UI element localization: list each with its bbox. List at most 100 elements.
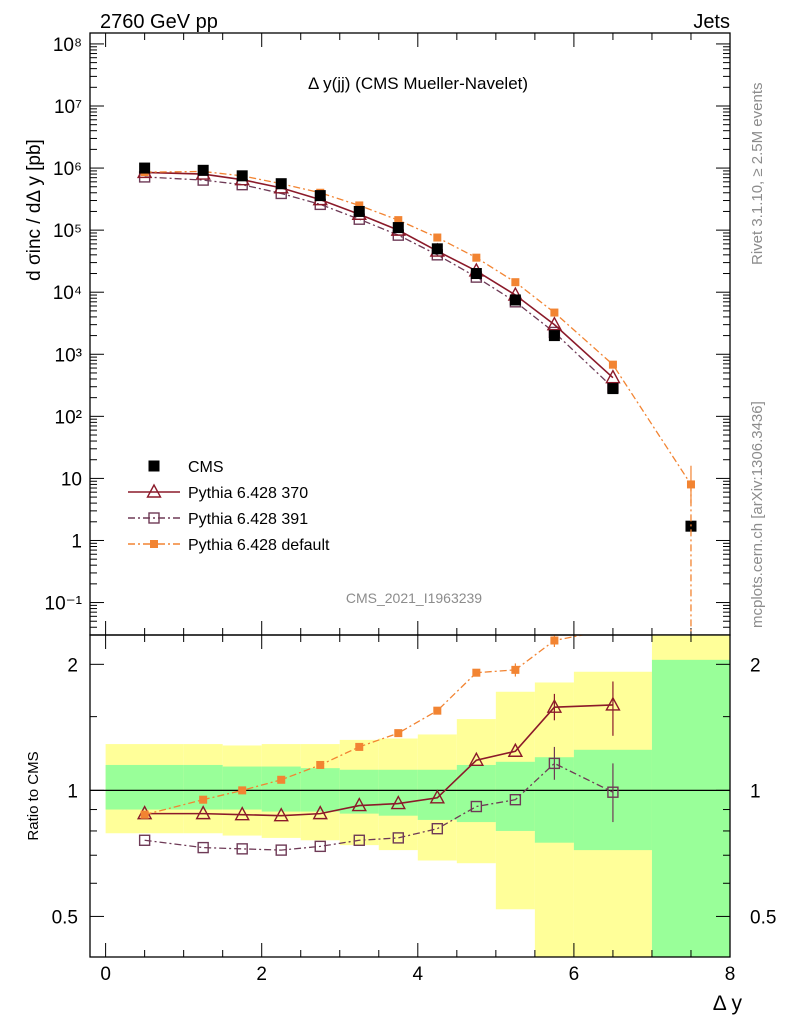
data-point — [394, 729, 403, 738]
data-point — [548, 330, 560, 342]
main-plot-ticks: 10⁻¹ 1 10 10² 10³ 10⁴ 10⁵ 10⁶ 10⁷ 10⁸ — [45, 33, 731, 636]
main-plot-frame — [89, 32, 731, 636]
ratio-plot-series — [136, 635, 621, 856]
y-tick-label: 1 — [71, 531, 82, 552]
data-point — [509, 794, 522, 806]
legend-entry: Pythia 6.428 370 — [128, 483, 308, 502]
data-point — [470, 800, 483, 813]
ratio-line — [144, 762, 614, 851]
legend-label: Pythia 6.428 391 — [188, 511, 308, 528]
legend: CMS Pythia 6.428 370 Pythia 6.428 391 Pythi… — [128, 459, 330, 554]
series-line — [144, 176, 614, 389]
data-point — [472, 253, 481, 262]
ratio-plot-panel: 0.5 0.5 1 1 2 2 0 2 4 6 8 Ratio to CMS Δ y — [25, 634, 776, 1015]
data-point — [148, 512, 160, 524]
ratio-tick-label: 2 — [67, 655, 78, 676]
x-tick-label: 6 — [569, 964, 580, 985]
data-point — [392, 222, 404, 234]
data-point — [607, 383, 619, 395]
series-line — [144, 171, 614, 379]
data-point — [608, 360, 617, 369]
data-point — [470, 268, 482, 280]
data-point — [468, 751, 485, 766]
ratio-tick-label: 1 — [750, 781, 761, 802]
data-point — [355, 742, 364, 751]
ratio-plot-frame — [89, 634, 731, 958]
data-point — [197, 164, 209, 176]
series-line — [144, 170, 692, 485]
data-point — [236, 843, 248, 855]
data-point — [148, 460, 160, 472]
data-point — [394, 216, 403, 225]
data-point — [199, 795, 208, 804]
ratio-tick-label: 1 — [67, 781, 78, 802]
y-tick-label: 10⁶ — [53, 159, 82, 180]
data-point — [195, 805, 211, 820]
data-point — [236, 170, 248, 182]
x-axis-label: Δ y — [713, 992, 743, 1015]
data-point — [138, 834, 151, 846]
inner-band — [261, 766, 301, 812]
data-point — [234, 806, 250, 821]
y-tick-label: 10⁸ — [53, 35, 82, 56]
data-point — [605, 369, 621, 384]
data-point — [353, 834, 365, 846]
series-pythia-6-428-391 — [138, 171, 619, 394]
data-point — [273, 807, 289, 822]
legend-entry: CMS — [148, 459, 224, 476]
plot-title: Δ y(jj) (CMS Mueller-Navelet) — [308, 74, 528, 93]
x-tick-label: 2 — [256, 964, 267, 985]
data-point — [509, 294, 521, 306]
data-point — [431, 822, 444, 835]
legend-entry: Pythia 6.428 391 — [128, 511, 308, 528]
y-tick-label: 10⁷ — [54, 97, 82, 118]
data-point — [275, 178, 287, 190]
data-point — [351, 797, 367, 812]
data-point — [314, 840, 326, 853]
data-point — [353, 205, 365, 217]
legend-label: CMS — [188, 459, 224, 476]
ratio-line — [144, 704, 613, 817]
x-tick-label: 0 — [100, 964, 111, 985]
y-tick-label: 10³ — [55, 345, 82, 366]
data-point — [140, 810, 149, 819]
data-point — [433, 233, 442, 242]
data-point — [150, 540, 158, 548]
data-point — [511, 278, 520, 287]
ratio-plot-ticks: 0.5 0.5 1 1 2 2 0 2 4 6 8 — [52, 635, 776, 985]
data-point — [139, 162, 151, 174]
y-tick-label: 10⁻¹ — [45, 594, 83, 615]
data-point — [433, 706, 442, 715]
data-point — [429, 789, 445, 804]
mcplots-label: mcplots.cern.ch [arXiv:1306.3436] — [749, 401, 766, 628]
data-point — [316, 760, 325, 769]
data-point — [275, 844, 287, 856]
ratio-tick-label: 0.5 — [52, 907, 78, 928]
x-tick-label: 4 — [413, 964, 424, 985]
inner-band — [495, 761, 535, 831]
legend-label: Pythia 6.428 default — [188, 537, 330, 554]
series-pythia-6-428-default — [140, 167, 695, 489]
header-left: 2760 GeV pp — [100, 11, 218, 33]
data-point — [197, 841, 209, 854]
x-tick-label: 8 — [725, 964, 736, 985]
y-tick-label: 10⁴ — [53, 283, 82, 304]
y-tick-label: 10⁵ — [53, 221, 82, 242]
data-point — [472, 668, 481, 677]
data-point — [312, 805, 328, 820]
data-point — [507, 742, 524, 757]
inner-band — [105, 764, 184, 810]
data-point — [550, 308, 559, 317]
ratio-tick-label: 2 — [750, 655, 761, 676]
rivet-label: Rivet 3.1.10, ≥ 2.5M events — [749, 83, 766, 266]
inner-band — [417, 769, 457, 820]
watermark: CMS_2021_I1963239 — [346, 590, 482, 606]
header-right: Jets — [693, 11, 730, 33]
data-point — [546, 316, 563, 331]
data-point — [390, 795, 406, 810]
main-plot-panel: 10⁻¹ 1 10 10² 10³ 10⁴ 10⁵ 10⁶ 10⁷ 10⁸ Δ y(jj) (CM… — [24, 32, 731, 636]
ratio-tick-label: 0.5 — [750, 907, 776, 928]
data-point — [355, 201, 364, 210]
ratio-uncertainty-bands — [105, 635, 730, 957]
